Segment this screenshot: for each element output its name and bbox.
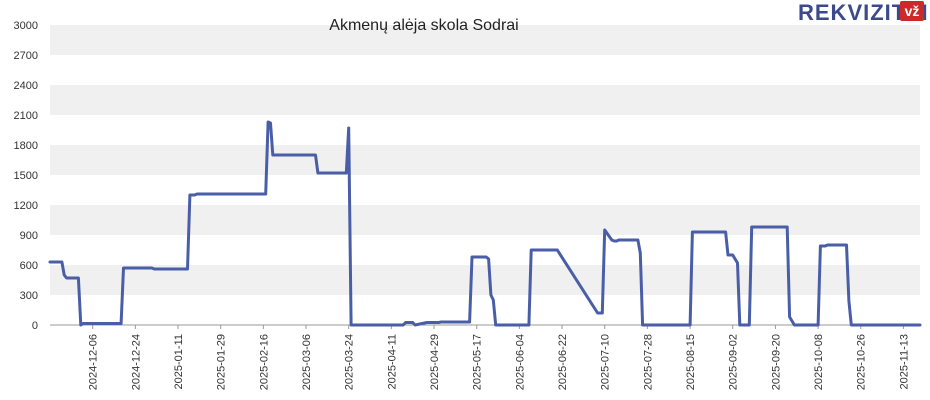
y-tick-label: 2400 xyxy=(14,80,38,92)
brand-badge xyxy=(900,1,924,21)
grid-band xyxy=(50,265,920,295)
y-tick-label: 3000 xyxy=(14,20,38,32)
x-tick-label: 2025-06-04 xyxy=(514,334,526,390)
series-layer xyxy=(48,120,922,327)
x-tick-label: 2025-06-22 xyxy=(557,334,569,390)
x-tick-label: 2025-09-20 xyxy=(770,334,782,390)
series-line xyxy=(48,120,922,327)
x-tick-label: 2024-12-06 xyxy=(88,334,100,390)
x-tick-label: 2025-02-16 xyxy=(258,334,270,390)
grid-band xyxy=(50,205,920,235)
x-tick-label: 2025-07-10 xyxy=(600,334,612,390)
x-tick-label: 2024-12-24 xyxy=(130,334,142,390)
x-tick-label: 2025-10-08 xyxy=(813,334,825,390)
x-tick-label: 2025-08-15 xyxy=(685,334,697,390)
x-tick-label: 2025-01-11 xyxy=(173,334,185,389)
x-tick-label: 2025-03-06 xyxy=(301,334,313,390)
x-tick-label: 2025-11-13 xyxy=(898,334,910,389)
x-tick-label: 2025-05-17 xyxy=(472,334,484,390)
y-tick-label: 1200 xyxy=(14,200,38,212)
x-tick-label: 2025-10-26 xyxy=(856,334,868,390)
grid-bands xyxy=(50,25,920,325)
y-tick-label: 1800 xyxy=(14,140,38,152)
grid-band xyxy=(50,25,920,55)
y-tick-label: 2100 xyxy=(14,110,38,122)
x-tick-label: 2025-04-29 xyxy=(429,334,441,390)
x-axis: 2024-12-06 2024-12-24 2025-01-11 2025-01-29… xyxy=(88,325,910,390)
x-tick-label: 2025-03-24 xyxy=(344,334,356,390)
y-tick-label: 1500 xyxy=(14,170,38,182)
chart-title: Akmenų alėja skola Sodrai xyxy=(329,17,518,34)
grid-band xyxy=(50,295,920,325)
brand-badge-text: vž xyxy=(905,3,920,19)
y-tick-label: 600 xyxy=(20,260,38,272)
y-axis: 0 300 600 900 1200 1500 1800 2100 2400 2700 3000 xyxy=(14,20,38,332)
grid-band xyxy=(50,85,920,115)
y-tick-label: 300 xyxy=(20,290,38,302)
x-tick-label: 2025-01-29 xyxy=(216,334,228,390)
x-tick-label: 2025-04-11 xyxy=(386,334,398,389)
grid-band xyxy=(50,55,920,85)
y-tick-label: 0 xyxy=(32,320,38,332)
grid-band xyxy=(50,235,920,265)
x-tick-label: 2025-09-02 xyxy=(728,334,740,390)
grid-band xyxy=(50,145,920,175)
grid-band xyxy=(50,175,920,205)
x-tick-label: 2025-07-28 xyxy=(642,334,654,390)
grid-band xyxy=(50,115,920,145)
y-tick-label: 2700 xyxy=(14,50,38,62)
y-tick-label: 900 xyxy=(20,230,38,242)
rekvizitai-logo[interactable]: REKVIZITAI vž xyxy=(798,0,929,25)
